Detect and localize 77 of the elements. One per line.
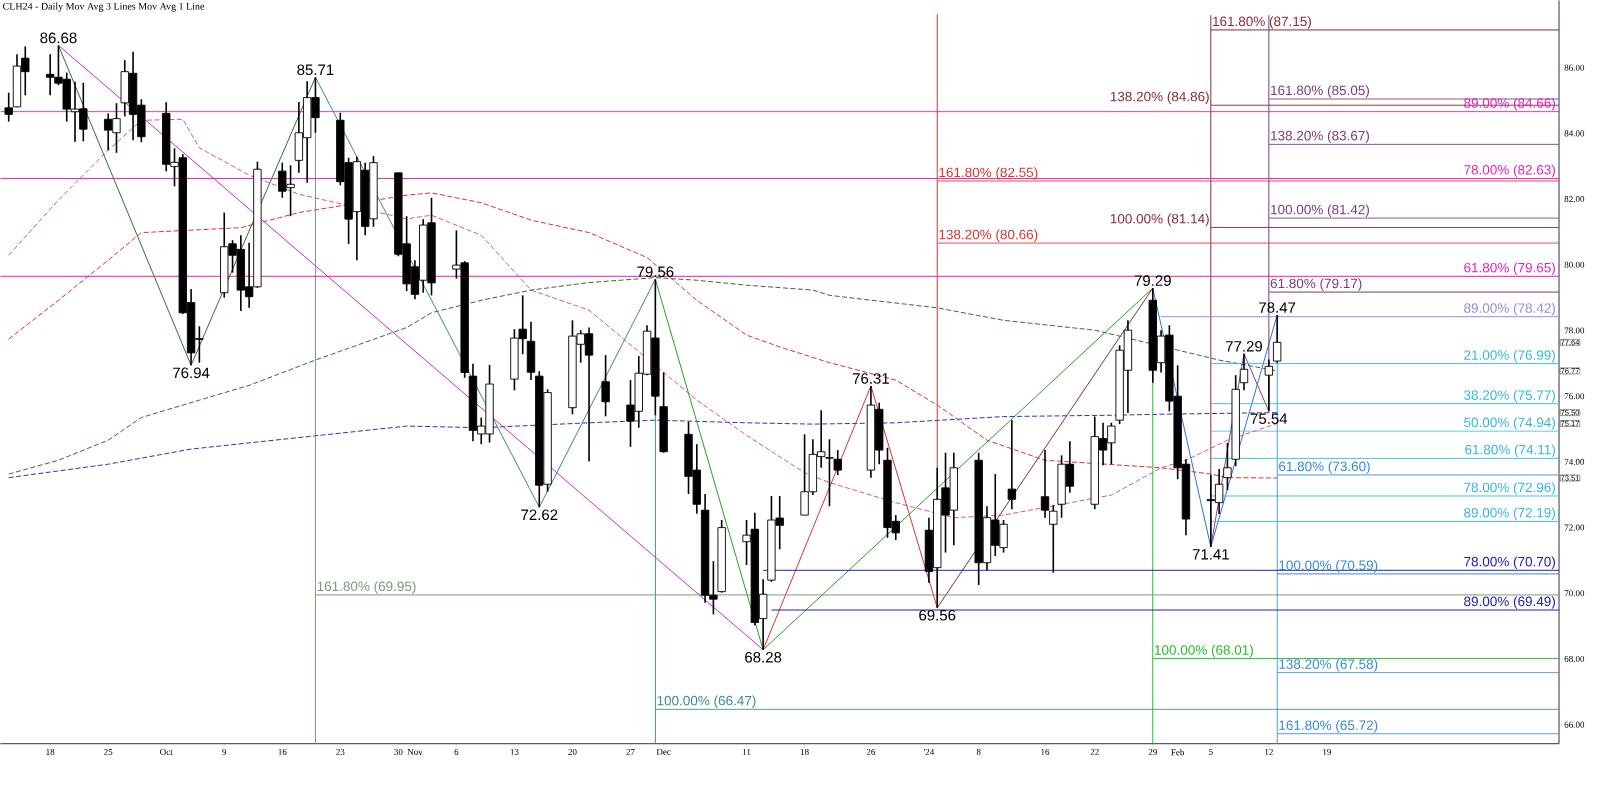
chart-title: CLH24 - Daily Mov Avg 3 Lines Mov Avg 1 Line xyxy=(3,2,205,12)
series-label: 100.00% (81.14) xyxy=(1110,213,1209,227)
series-label: 100.00% (68.01) xyxy=(1155,644,1253,658)
series-label: 89.00% (78.42) xyxy=(1464,302,1555,316)
x-tick-label: Feb xyxy=(1171,748,1185,756)
x-tick-label: 12 xyxy=(1265,748,1273,755)
y-tick-label: 86.00 xyxy=(1564,64,1585,71)
x-tick-label: 16 xyxy=(1041,748,1050,755)
series-label: 21.00% (76.99) xyxy=(1464,349,1555,363)
annotation: 69.56 xyxy=(919,609,956,621)
annotation: 85.71 xyxy=(297,64,334,75)
series-label: 61.80% (73.60) xyxy=(1279,461,1370,474)
x-tick-label: 18 xyxy=(800,748,809,755)
series-label: 100.00% (81.42) xyxy=(1271,204,1369,217)
series-label: 161.80% (85.05) xyxy=(1271,85,1369,98)
annotation: 76.94 xyxy=(173,367,210,379)
x-tick-label: 29 xyxy=(1148,748,1157,755)
annotation: 72.62 xyxy=(521,509,558,520)
x-tick-label: 9 xyxy=(222,748,227,755)
x-tick-label: 27 xyxy=(626,748,635,755)
series-label: 138.20% (83.67) xyxy=(1271,130,1369,143)
x-tick-label: 25 xyxy=(104,748,113,755)
annotation: 79.56 xyxy=(637,266,674,277)
annotation: 68.28 xyxy=(745,651,782,663)
x-tick-label: 19 xyxy=(1323,748,1332,755)
series-label: 100.00% (70.59) xyxy=(1279,560,1378,573)
x-tick-label: 20 xyxy=(568,748,577,755)
x-tick-label: 13 xyxy=(510,748,519,755)
x-tick-label: 6 xyxy=(454,748,459,755)
y-tick-label: 84.00 xyxy=(1564,130,1585,137)
annotation: 77.29 xyxy=(1225,340,1263,352)
series-label: 161.80% (65.72) xyxy=(1279,719,1378,733)
x-tick-label: 8 xyxy=(976,748,981,755)
series-label: 138.20% (67.58) xyxy=(1279,658,1378,672)
x-tick-label: 22 xyxy=(1090,748,1099,755)
x-tick-label: '24 xyxy=(924,748,935,755)
x-tick-label: Nov xyxy=(407,748,423,755)
y-tick-label: 68.00 xyxy=(1564,655,1585,662)
y-tick-label: 72.00 xyxy=(1564,524,1585,531)
annotation: 75.54 xyxy=(1250,413,1288,424)
x-tick-label: 16 xyxy=(278,748,287,755)
annotation: 71.41 xyxy=(1192,549,1229,560)
x-tick-label: 30 xyxy=(394,748,403,755)
series-label: 89.00% (72.19) xyxy=(1464,507,1555,521)
x-tick-label: Oct xyxy=(160,748,173,755)
series-label: 89.00% (69.49) xyxy=(1464,596,1555,609)
series-label: 61.80% (79.17) xyxy=(1270,278,1362,291)
series-label: 161.80% (69.95) xyxy=(317,581,416,594)
series-label: 50.00% (74.94) xyxy=(1464,417,1555,430)
y-tick-label: 76.00 xyxy=(1564,393,1585,400)
y-tick-label: 78.00 xyxy=(1564,327,1585,334)
x-tick-label: 11 xyxy=(743,748,751,755)
series-label: 78.00% (82.63) xyxy=(1464,164,1555,178)
x-tick-label: Dec xyxy=(656,748,671,755)
series-label: 161.80% (87.15) xyxy=(1213,16,1311,29)
x-tick-label: 23 xyxy=(336,748,345,755)
x-tick-label: 18 xyxy=(46,748,55,755)
series-label: 38.20% (75.77) xyxy=(1464,389,1555,403)
series-label: 78.00% (72.96) xyxy=(1464,482,1555,495)
series-label: 138.20% (80.66) xyxy=(939,229,1038,242)
series-label: 78.00% (70.70) xyxy=(1464,556,1555,569)
series-label: 161.80% (82.55) xyxy=(939,167,1038,180)
x-tick-label: 5 xyxy=(1209,748,1213,755)
annotation: 79.29 xyxy=(1134,275,1171,286)
series-label: 61.80% (79.65) xyxy=(1464,262,1555,276)
annotation: 78.47 xyxy=(1259,302,1296,313)
y-tick-label: 66.00 xyxy=(1564,721,1585,728)
x-tick-label: 26 xyxy=(866,748,876,755)
annotation: 86.68 xyxy=(40,32,77,44)
series-label: 61.80% (74.11) xyxy=(1465,444,1555,457)
series-label: 100.00% (66.47) xyxy=(657,695,756,708)
y-tick-label: 82.00 xyxy=(1564,195,1585,203)
y-tick-label: 80.00 xyxy=(1564,261,1585,268)
series-label: 138.20% (84.86) xyxy=(1110,91,1209,104)
annotation: 76.31 xyxy=(852,373,889,384)
y-tick-label: 70.00 xyxy=(1564,590,1585,597)
y-tick-label: 74.00 xyxy=(1564,458,1585,465)
